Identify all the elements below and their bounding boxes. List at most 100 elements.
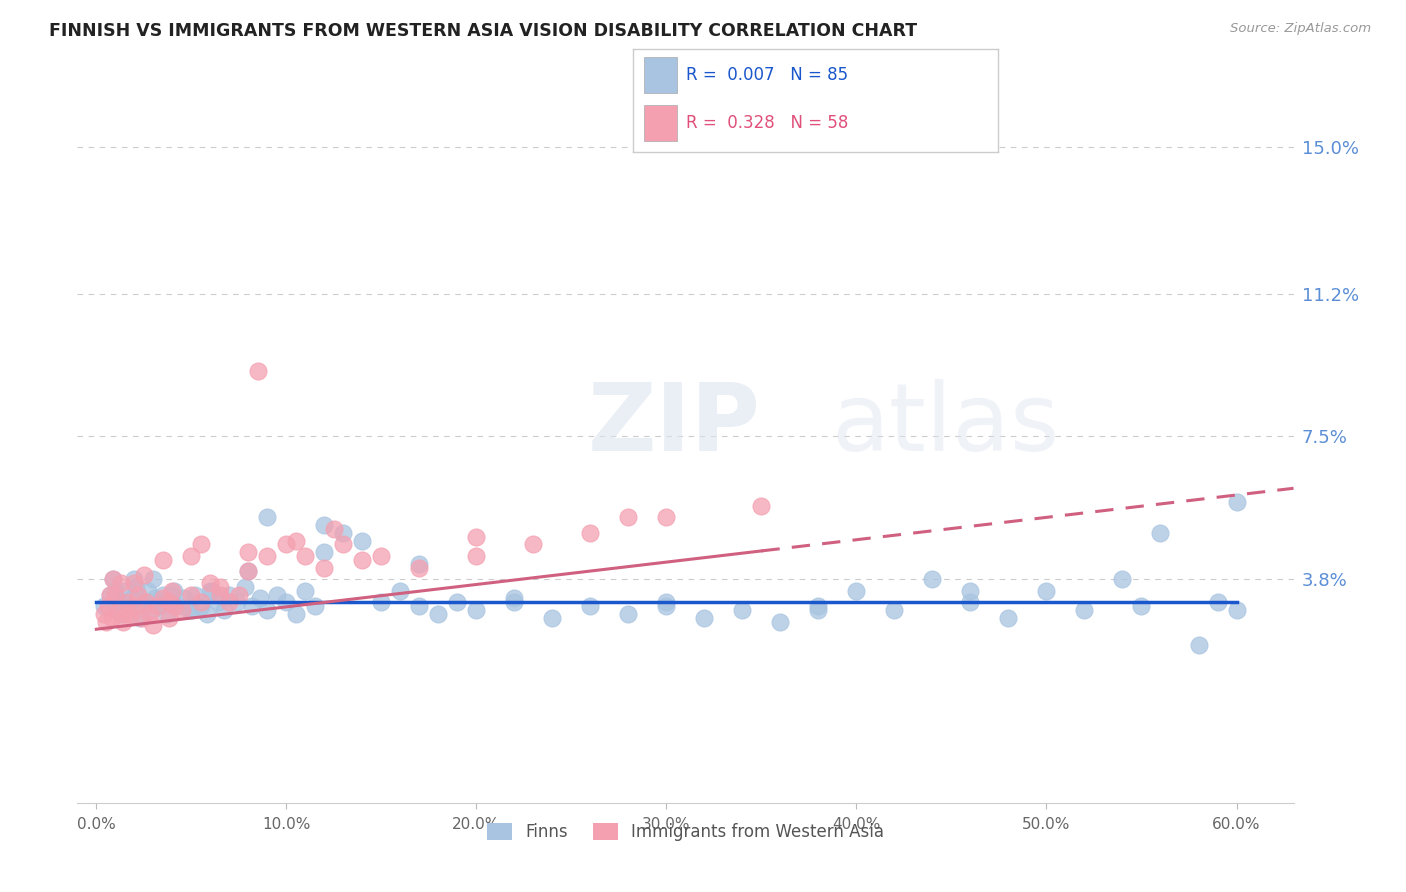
Point xyxy=(883,603,905,617)
Point xyxy=(389,583,412,598)
Point xyxy=(465,530,488,544)
Point xyxy=(110,607,132,621)
Point xyxy=(162,583,184,598)
Point xyxy=(807,603,830,617)
Point xyxy=(427,607,450,621)
Bar xyxy=(644,105,676,141)
Point xyxy=(152,591,174,606)
Point xyxy=(240,599,263,613)
Point xyxy=(1206,595,1229,609)
Point xyxy=(111,615,134,629)
Point xyxy=(314,518,336,533)
Point xyxy=(284,607,307,621)
Point xyxy=(207,595,229,609)
Point xyxy=(617,510,640,524)
Point xyxy=(114,583,136,598)
Point xyxy=(408,599,430,613)
Point xyxy=(959,583,981,598)
Point xyxy=(131,610,153,624)
Point xyxy=(693,610,716,624)
Point xyxy=(1149,525,1171,540)
Point xyxy=(148,599,170,613)
Point xyxy=(179,603,201,617)
Point xyxy=(104,587,127,601)
Point xyxy=(332,525,354,540)
Point xyxy=(246,364,269,378)
Point xyxy=(142,618,165,632)
Point xyxy=(465,549,488,563)
Point xyxy=(114,607,136,621)
Point xyxy=(200,583,222,598)
Point xyxy=(208,587,231,601)
Point xyxy=(1225,603,1247,617)
Point xyxy=(522,537,544,551)
Point xyxy=(212,603,235,617)
Point xyxy=(200,576,222,591)
Point xyxy=(97,599,120,613)
Point xyxy=(138,607,160,621)
Point xyxy=(276,595,298,609)
Point xyxy=(322,522,344,536)
Point xyxy=(105,595,128,609)
Point xyxy=(352,533,374,548)
Point xyxy=(124,572,146,586)
Point xyxy=(173,591,195,606)
Point xyxy=(124,599,146,613)
Point xyxy=(108,603,131,617)
Point xyxy=(195,607,218,621)
Point xyxy=(294,583,316,598)
Point xyxy=(256,603,278,617)
Point xyxy=(266,587,288,601)
Legend: Finns, Immigrants from Western Asia: Finns, Immigrants from Western Asia xyxy=(479,816,891,848)
Point xyxy=(115,595,138,609)
Point xyxy=(332,537,354,551)
Point xyxy=(120,607,142,621)
Point xyxy=(163,599,186,613)
Point xyxy=(159,595,181,609)
Point xyxy=(655,599,678,613)
Point xyxy=(304,599,326,613)
Point xyxy=(1225,495,1247,509)
Point xyxy=(1130,599,1153,613)
Point xyxy=(125,580,148,594)
Point xyxy=(127,587,149,601)
Point xyxy=(238,565,260,579)
Point xyxy=(157,595,180,609)
Point xyxy=(352,553,374,567)
Point xyxy=(256,510,278,524)
Point xyxy=(617,607,640,621)
Point xyxy=(256,549,278,563)
Point xyxy=(655,595,678,609)
Point xyxy=(100,610,122,624)
Point xyxy=(141,603,163,617)
Point xyxy=(129,610,152,624)
Point xyxy=(201,583,224,598)
Point xyxy=(163,583,186,598)
Point xyxy=(93,607,115,621)
Point xyxy=(731,603,754,617)
Point xyxy=(284,533,307,548)
Point xyxy=(1111,572,1133,586)
Point xyxy=(170,603,193,617)
Point xyxy=(503,591,526,606)
Point xyxy=(152,587,174,601)
Point xyxy=(541,610,564,624)
Point xyxy=(184,587,207,601)
Point xyxy=(465,603,488,617)
Point xyxy=(218,595,240,609)
Point xyxy=(98,587,121,601)
Point xyxy=(143,591,166,606)
Point xyxy=(1073,603,1095,617)
Point xyxy=(135,595,157,609)
Point xyxy=(1035,583,1057,598)
Point xyxy=(997,610,1019,624)
Point xyxy=(190,537,212,551)
Point xyxy=(157,610,180,624)
Text: atlas: atlas xyxy=(831,378,1060,471)
Point xyxy=(180,603,202,617)
Point xyxy=(103,572,125,586)
Point xyxy=(238,565,260,579)
Point xyxy=(446,595,468,609)
Point xyxy=(370,595,392,609)
Text: R =  0.007   N = 85: R = 0.007 N = 85 xyxy=(686,66,848,84)
